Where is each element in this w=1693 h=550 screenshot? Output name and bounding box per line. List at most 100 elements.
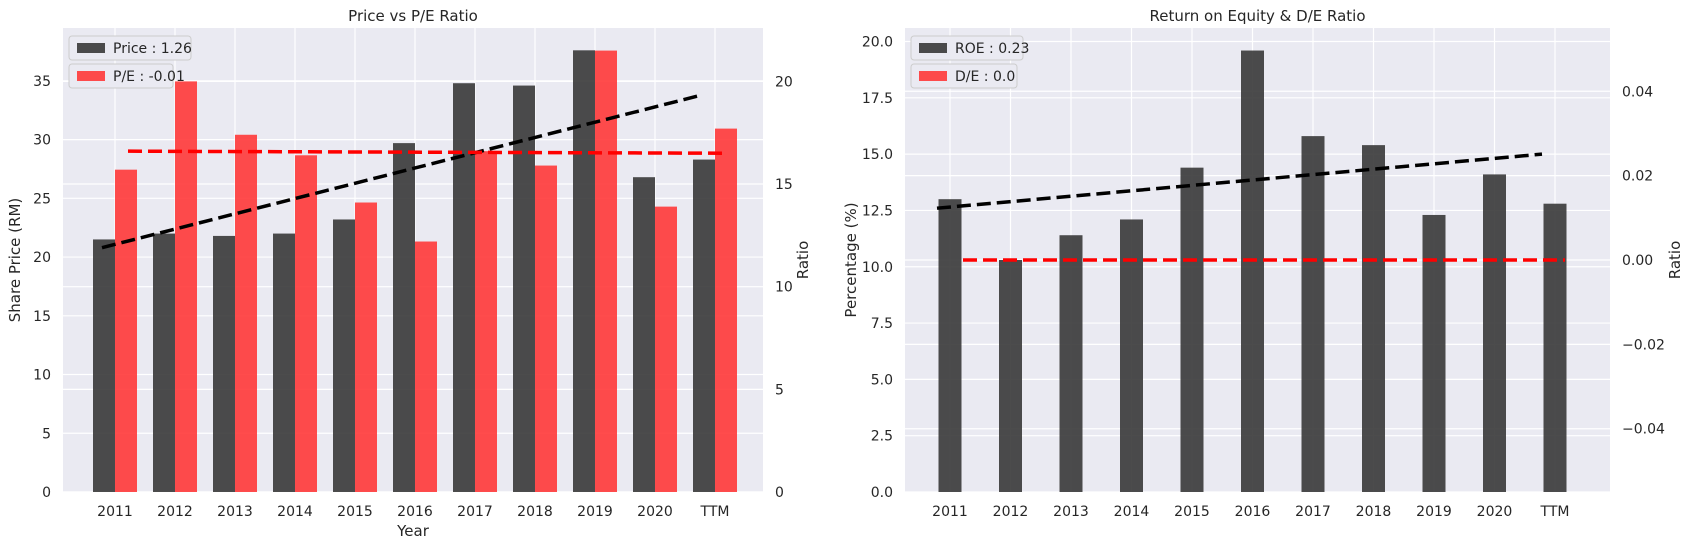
legend-label-series-2: D/E : 0.0 bbox=[955, 69, 1015, 85]
x-axis-label: Year bbox=[396, 522, 430, 540]
bar-series-1 bbox=[1362, 145, 1385, 492]
y2-tick-label: 20 bbox=[775, 74, 793, 90]
bar-series-2 bbox=[295, 155, 317, 492]
legend-box bbox=[910, 35, 1024, 61]
bar-series-1 bbox=[153, 233, 175, 492]
x-tick-label: 2015 bbox=[1174, 504, 1210, 520]
y2-tick-label: 15 bbox=[775, 177, 793, 193]
y2-tick-label: 0.04 bbox=[1622, 84, 1653, 100]
x-tick-label: 2019 bbox=[577, 504, 613, 520]
legend-label-series-1: Price : 1.26 bbox=[113, 41, 192, 57]
y-tick-label: 17.5 bbox=[862, 91, 893, 107]
x-tick-label: 2018 bbox=[517, 504, 553, 520]
y2-axis-label: Ratio bbox=[1666, 241, 1684, 280]
y-tick-label: 12.5 bbox=[862, 203, 893, 219]
y2-axis-label: Ratio bbox=[794, 241, 812, 280]
x-tick-label: 2017 bbox=[1295, 504, 1331, 520]
x-tick-label: 2012 bbox=[157, 504, 193, 520]
x-tick-label: 2013 bbox=[1053, 504, 1089, 520]
y2-tick-label: 0 bbox=[775, 485, 784, 501]
y2-tick-label: 0.02 bbox=[1622, 169, 1653, 185]
y-tick-label: 20.0 bbox=[862, 35, 893, 51]
bar-series-1 bbox=[1059, 235, 1083, 492]
bar-series-2 bbox=[115, 169, 137, 493]
bar-series-1 bbox=[1543, 203, 1567, 492]
bar-series-1 bbox=[938, 199, 962, 493]
legend-box bbox=[68, 35, 192, 61]
bar-series-1 bbox=[213, 235, 235, 492]
y2-tick-label: 5 bbox=[775, 382, 784, 398]
bar-series-2 bbox=[175, 81, 197, 493]
y-tick-label: 25 bbox=[33, 191, 51, 207]
legend-swatch-series-2 bbox=[919, 71, 947, 81]
y2-tick-label: 10 bbox=[775, 280, 793, 296]
x-tick-label: 2018 bbox=[1356, 504, 1392, 520]
bar-series-1 bbox=[273, 233, 295, 492]
y-axis-label: Percentage (%) bbox=[842, 202, 860, 317]
y-tick-label: 0.0 bbox=[871, 485, 893, 501]
y-tick-label: 5 bbox=[42, 426, 51, 442]
x-tick-label: 2013 bbox=[217, 504, 253, 520]
bar-series-2 bbox=[595, 50, 617, 492]
bar-series-1 bbox=[1120, 219, 1143, 493]
y2-tick-label: 0.00 bbox=[1622, 253, 1653, 269]
chart-title: Return on Equity & D/E Ratio bbox=[1149, 7, 1365, 25]
x-tick-label: 2016 bbox=[397, 504, 433, 520]
y-tick-label: 5.0 bbox=[871, 372, 893, 388]
legend-label-series-2: P/E : -0.01 bbox=[113, 69, 185, 85]
bar-series-1 bbox=[1483, 174, 1506, 492]
x-tick-label: TTM bbox=[1540, 504, 1570, 520]
y-tick-label: 20 bbox=[33, 250, 51, 266]
legend: Price : 1.26 P/E : -0.01 bbox=[68, 35, 192, 89]
bar-series-1 bbox=[1422, 214, 1446, 492]
x-tick-label: 2020 bbox=[637, 504, 673, 520]
x-tick-label: 2015 bbox=[337, 504, 373, 520]
y-tick-label: 10.0 bbox=[862, 260, 893, 276]
x-tick-label: 2019 bbox=[1416, 504, 1452, 520]
bar-series-2 bbox=[475, 151, 497, 492]
x-tick-label: 2014 bbox=[1114, 504, 1150, 520]
bar-series-1 bbox=[333, 219, 355, 492]
bar-series-1 bbox=[999, 260, 1022, 492]
legend-swatch-series-2 bbox=[77, 71, 105, 81]
y-tick-label: 15.0 bbox=[862, 147, 893, 163]
x-tick-label: 2014 bbox=[277, 504, 313, 520]
chart-panel-1: 0 5 10 15 20 25 30 35 0 5 10 15 20 2011 2012 2013 2014 20… bbox=[6, 7, 812, 540]
bar-series-1 bbox=[693, 159, 715, 492]
y-axis-label: Share Price (RM) bbox=[6, 198, 24, 322]
y2-tick-label: −0.02 bbox=[1622, 337, 1665, 353]
y-tick-label: 0 bbox=[42, 485, 51, 501]
trendline-series-1 bbox=[101, 93, 703, 250]
x-tick-label: TTM bbox=[700, 504, 730, 520]
bar-series-1 bbox=[1241, 50, 1264, 493]
legend: ROE : 0.23 D/E : 0.0 bbox=[910, 35, 1029, 89]
x-tick-label: 2012 bbox=[993, 504, 1029, 520]
y2-tick-label: −0.04 bbox=[1622, 422, 1665, 438]
y-tick-label: 7.5 bbox=[871, 316, 893, 332]
x-tick-label: 2011 bbox=[97, 504, 133, 520]
bar-series-2 bbox=[535, 165, 557, 492]
bar-series-1 bbox=[93, 239, 115, 492]
bar-series-2 bbox=[235, 134, 257, 493]
bar-series-1 bbox=[1180, 167, 1204, 492]
bar-series-2 bbox=[415, 241, 437, 492]
bar-series-1 bbox=[453, 83, 475, 492]
y-tick-label: 15 bbox=[33, 309, 51, 325]
chart-panel-2: 0.0 2.5 5.0 7.5 10.0 12.5 15.0 17.5 20.0 −0.04 −0.… bbox=[842, 7, 1684, 520]
x-tick-label: 2011 bbox=[932, 504, 968, 520]
bar-series-1 bbox=[513, 85, 535, 492]
y-tick-label: 10 bbox=[33, 368, 51, 384]
legend-swatch-series-1 bbox=[77, 43, 105, 53]
x-tick-label: 2016 bbox=[1235, 504, 1271, 520]
legend-swatch-series-1 bbox=[919, 43, 947, 53]
y-tick-label: 2.5 bbox=[871, 429, 893, 445]
legend-box bbox=[910, 63, 1018, 89]
bar-series-2 bbox=[715, 128, 737, 492]
bar-series-2 bbox=[655, 206, 677, 492]
x-tick-label: 2020 bbox=[1477, 504, 1513, 520]
legend-box bbox=[68, 63, 174, 89]
bar-series-2 bbox=[355, 202, 377, 492]
bar-series-1 bbox=[633, 177, 655, 492]
y-tick-label: 30 bbox=[33, 133, 51, 149]
